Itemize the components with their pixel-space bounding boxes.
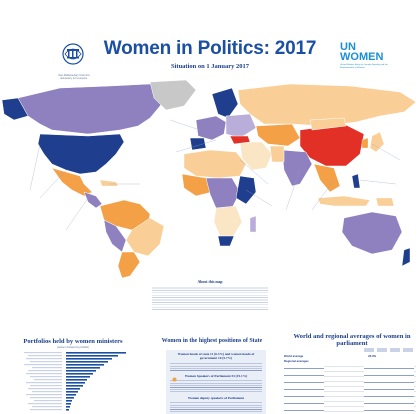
map-region-canada	[17, 83, 169, 135]
map-region-central-asia	[255, 123, 301, 147]
map-region-southern-africa	[213, 205, 243, 239]
map-region-north-africa	[183, 149, 247, 179]
map-region-scandinavia	[211, 87, 239, 119]
portfolios-subtitle: (women ministers by portfolio)	[57, 346, 89, 349]
map-region-argentina	[117, 251, 141, 279]
table-header	[364, 348, 414, 352]
map-region-korea	[361, 137, 369, 149]
map-region-china	[299, 123, 365, 167]
table-row-labels	[284, 364, 324, 414]
map-region-indonesia	[317, 195, 371, 207]
map-region-madagascar	[249, 215, 257, 233]
map-region-central-america	[83, 191, 103, 209]
ipu-logo-caption: Inter-Parliamentary Union For democracy.…	[58, 74, 90, 80]
deputy-speakers-line: Women deputy speakers of Parliament	[187, 396, 245, 400]
table-row-values	[364, 364, 414, 414]
poster-title: Women in Politics: 2017	[103, 38, 317, 59]
poster-subtitle: Situation on 1 January 2017	[170, 63, 250, 70]
map-region-iberia	[189, 137, 207, 151]
map-region-alaska	[1, 97, 29, 121]
un-women-logo: UN WOMEN United Nations Entity for Gende…	[340, 42, 388, 69]
map-region-russia	[237, 83, 417, 127]
map-region-india	[281, 149, 313, 187]
world-map	[1, 80, 417, 279]
map-region-japan	[369, 131, 385, 153]
about-this-map-text	[152, 286, 268, 310]
regional-averages-table: World average 23.3% Regional averages	[284, 348, 416, 414]
map-region-turkey	[229, 135, 251, 145]
map-region-philippines	[351, 173, 361, 189]
table-row-world-value: 23.3%	[368, 354, 376, 358]
regional-averages-title: World and regional averages of women in …	[293, 333, 411, 347]
un-women-logo-text: UN WOMEN	[340, 41, 384, 63]
highest-positions-title: Women in the highest positions of State	[161, 338, 263, 344]
map-region-west-africa	[181, 173, 213, 197]
map-region-usa	[37, 133, 125, 175]
table-row-regional: Regional averages	[284, 359, 309, 363]
speakers-line: Women Speakers of Parliament 53 (19.1%)	[184, 374, 248, 378]
about-this-map-label: About this map	[197, 280, 223, 284]
map-region-greenland	[149, 80, 197, 111]
speaker-dot-icon	[172, 377, 177, 382]
map-region-south-africa	[217, 235, 235, 247]
map-region-papua	[375, 197, 395, 207]
map-region-brazil	[125, 217, 165, 257]
heads-of-state-list	[170, 362, 262, 372]
map-region-middle-east	[239, 141, 273, 171]
heads-of-state-line: Women heads of state 11 (6.3%) and women…	[177, 352, 255, 360]
map-region-caribbean	[99, 179, 119, 187]
map-region-australia	[341, 211, 403, 255]
map-region-central-africa	[205, 177, 241, 209]
speakers-list	[170, 379, 262, 393]
map-region-pakistan	[269, 145, 285, 163]
portfolios-title: Portfolios held by women ministers	[23, 338, 123, 345]
map-region-southeast-asia	[313, 163, 341, 193]
deputy-speakers-list	[170, 401, 262, 413]
map-region-new-zealand	[401, 247, 411, 267]
map-region-eastern-europe	[225, 113, 257, 139]
un-women-logo-caption: United Nations Entity for Gender Equalit…	[340, 64, 388, 69]
portfolios-chart	[20, 350, 130, 414]
ipu-logo-icon	[62, 43, 84, 65]
map-region-western-europe	[195, 115, 227, 141]
map-callout-lines	[29, 119, 401, 231]
table-row-world: World average	[284, 354, 304, 358]
map-region-mongolia	[309, 117, 347, 131]
portfolios-bars	[24, 352, 126, 411]
